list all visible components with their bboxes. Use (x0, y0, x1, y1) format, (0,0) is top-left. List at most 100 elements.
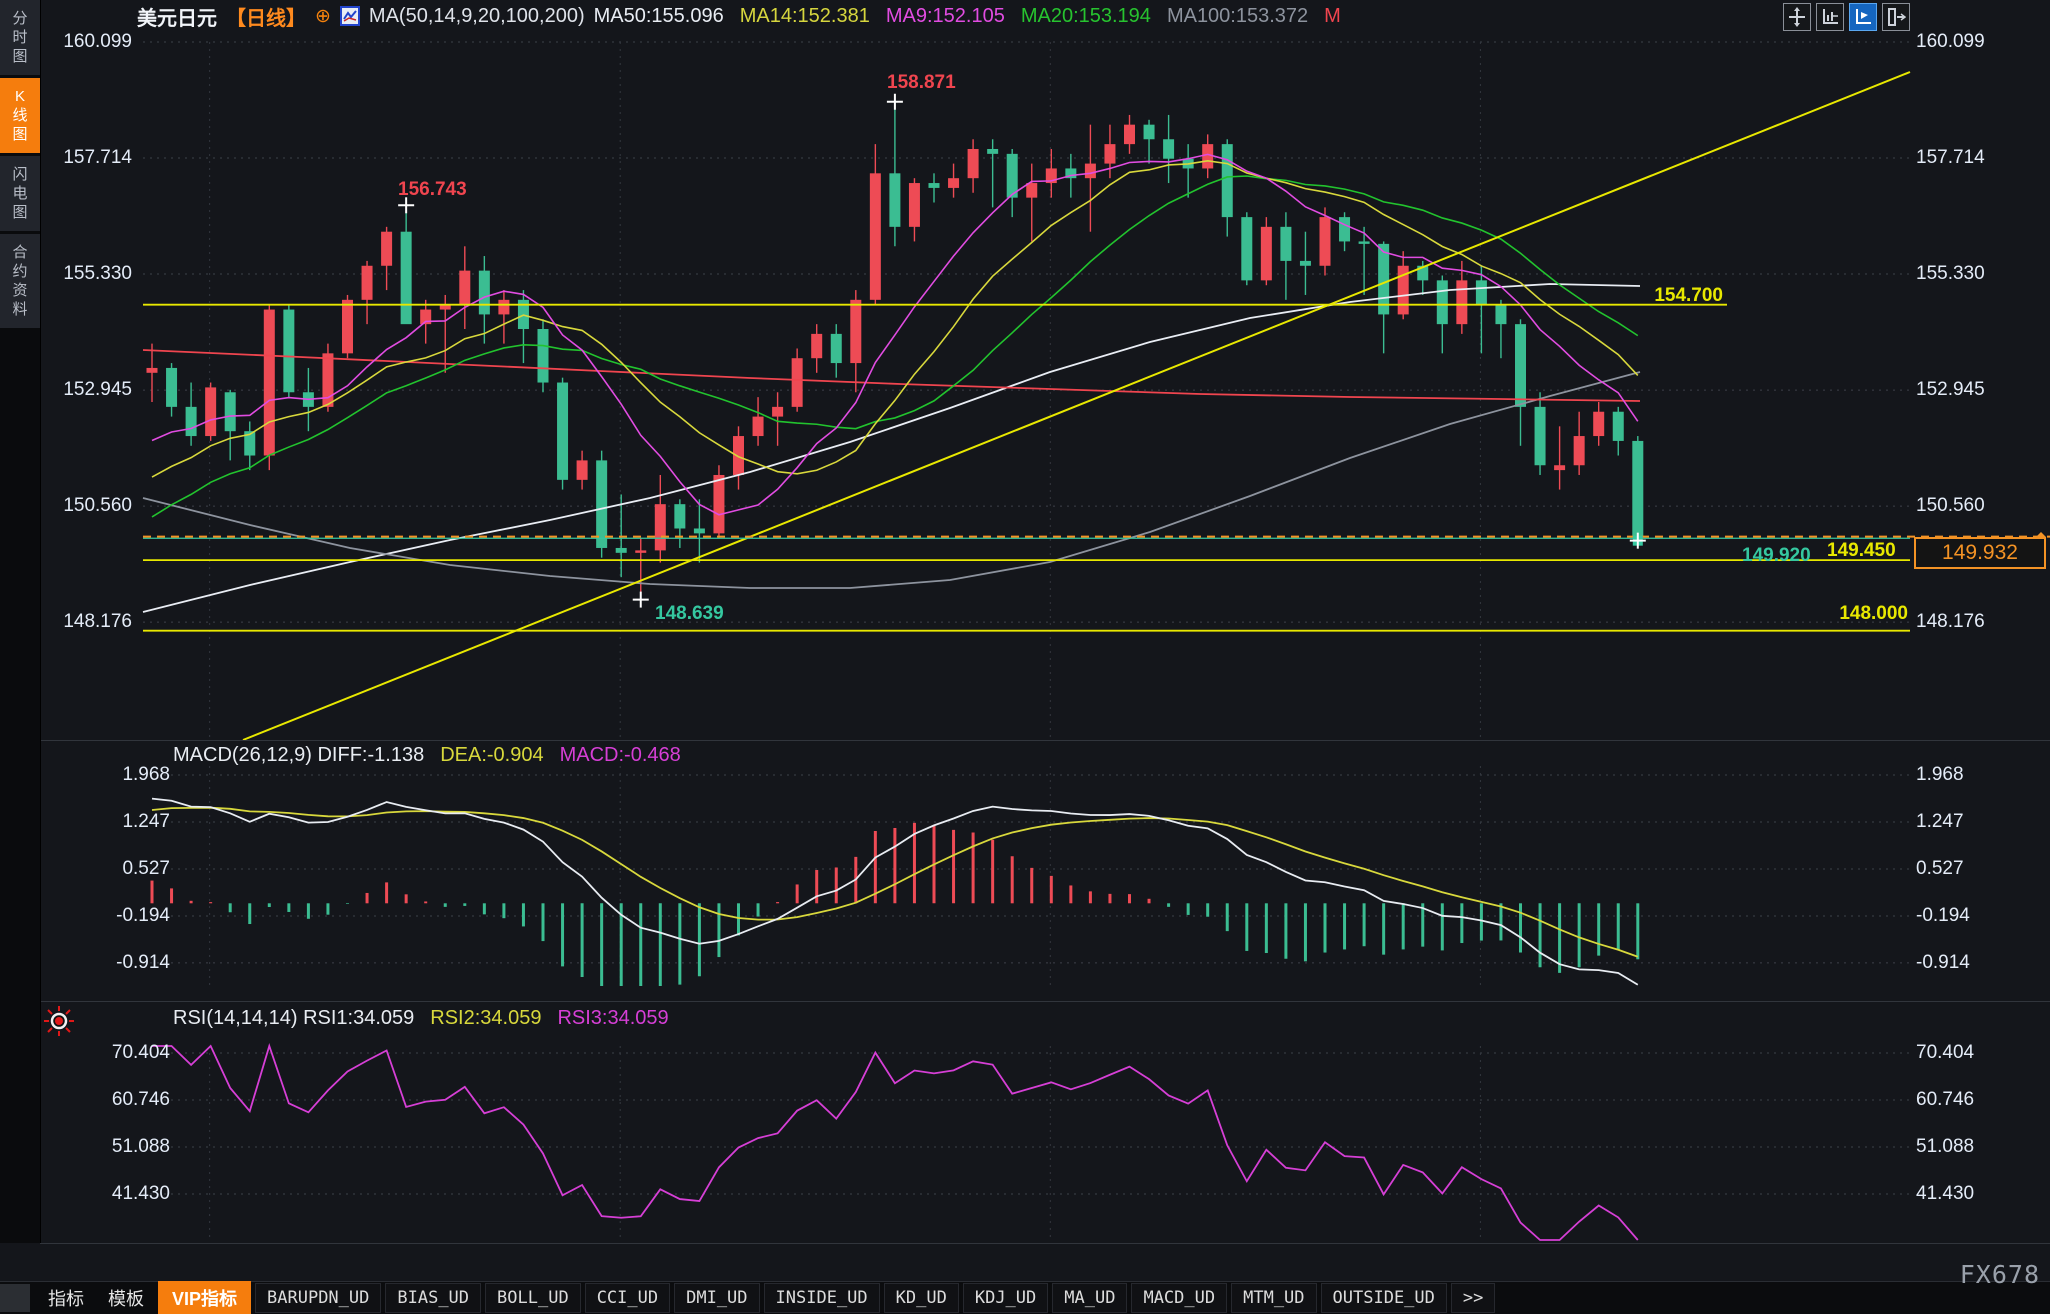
gridlines (143, 41, 1910, 1240)
axis-scale-right-icon[interactable] (1849, 3, 1877, 31)
ma-value-3: MA9:152.105 (885, 4, 1005, 27)
drawn-lines-layer (143, 71, 2050, 741)
macd-axis-left-label: 0.527 (122, 857, 170, 879)
watermark: FX678 (1959, 1260, 2040, 1289)
rsi-axis-right-label: 51.088 (1916, 1135, 1975, 1157)
level-label-resistance: 154.700 (1654, 285, 1723, 306)
swing-low-dec-label: 148.639 (655, 603, 724, 624)
rsi-title: RSI(14,14,14) RSI1:34.059 (173, 1007, 415, 1029)
macd-axis-right-label: 0.527 (1916, 857, 1964, 879)
macd-axis-right-label: 1.968 (1916, 764, 1964, 785)
macd-axis-left-label: 1.968 (122, 764, 170, 785)
macd-title: MACD(26,12,9) DIFF:-1.138 (173, 744, 425, 766)
chart-header: 美元日元 【日线】 ⊕ MA(50,14,9,20,100,200) MA50:… (137, 3, 1341, 30)
indicator-tab->>[interactable]: >> (1450, 1283, 1496, 1313)
indicator-tab-outside_ud[interactable]: OUTSIDE_UD (1320, 1283, 1447, 1313)
swing-high-nov-label: 156.743 (398, 179, 467, 200)
rsi-axis-left-label: 51.088 (111, 1135, 170, 1157)
swing-markers (398, 93, 1646, 608)
macd-axis-left-label: -0.194 (116, 904, 170, 926)
tab-bar-corner (0, 1284, 30, 1312)
rsi3-value: RSI3:34.059 (557, 1007, 669, 1029)
ma-values: MA50:155.096 MA14:152.381 MA9:152.105 MA20:… (594, 5, 1341, 28)
level-label-support-yellow: 149.450 (1827, 540, 1896, 561)
indicator-tab-mtm_ud[interactable]: MTM_UD (1231, 1283, 1317, 1313)
axis-right-label: 155.330 (1916, 263, 1985, 285)
rsi-axis-left-label: 41.430 (111, 1182, 170, 1204)
rsi-axis-left-label: 70.404 (111, 1042, 170, 1063)
axis-right-label: 152.945 (1916, 379, 1985, 401)
long-ma-layer (142, 153, 1641, 613)
ma-settings-label[interactable]: MA(50,14,9,20,100,200) (368, 4, 585, 27)
rsi-axis-left-label: 60.746 (111, 1088, 170, 1110)
candles-layer (146, 101, 1644, 600)
indicator-tab-inside_ud[interactable]: INSIDE_UD (763, 1283, 880, 1313)
axis-right-label: 160.099 (1916, 31, 1985, 52)
period-tag[interactable]: 【日线】 (226, 7, 306, 30)
panel-collapse-icon[interactable] (1882, 3, 1910, 31)
indicator-tab-指标[interactable]: 指标 (48, 1289, 84, 1309)
time-axis: 日线 ▲ 2024/112024/122025/012025/02 (0, 1244, 2050, 1280)
indicator-tab-dmi_ud[interactable]: DMI_UD (674, 1283, 760, 1313)
last-price-box: 149.932 (1914, 532, 2046, 569)
macd-panel-header: MACD(26,12,9) DIFF:-1.138 DEA:-0.904 MAC… (173, 744, 681, 767)
macd-axis-right-label: 1.247 (1916, 811, 1964, 832)
indicator-tab-bias_ud[interactable]: BIAS_UD (385, 1283, 482, 1313)
indicator-tab-barupdn_ud[interactable]: BARUPDN_UD (255, 1283, 382, 1313)
rsi-panel-header: RSI(14,14,14) RSI1:34.059 RSI2:34.059 RS… (173, 1007, 669, 1030)
indicator-tab-kd_ud[interactable]: KD_UD (883, 1283, 959, 1313)
indicator-tab-ma_ud[interactable]: MA_UD (1052, 1283, 1128, 1313)
pan-crosshair-icon[interactable] (1783, 3, 1811, 31)
axis-scale-left-icon[interactable] (1816, 3, 1844, 31)
rsi-axis-right-label: 41.430 (1916, 1182, 1975, 1204)
macd-axis-left-label: -0.914 (116, 951, 170, 973)
ma-value-2: MA14:152.381 (739, 4, 870, 27)
indicator-tab-vip指标[interactable]: VIP指标 (158, 1281, 252, 1314)
rsi2-value: RSI2:34.059 (430, 1007, 542, 1029)
axis-right-label: 150.560 (1916, 495, 1985, 517)
rsi-layer (152, 1043, 1639, 1241)
axis-left-label: 157.714 (63, 147, 132, 169)
symbol-title: 美元日元 (137, 7, 217, 30)
level-label-support-teal: 149.920 (1742, 545, 1811, 566)
axis-left-label: 152.945 (63, 379, 132, 401)
axis-right-label: 157.714 (1916, 147, 1985, 169)
axis-left-label: 155.330 (63, 263, 132, 285)
macd-dea-value: DEA:-0.904 (440, 744, 544, 766)
macd-layer (150, 797, 1640, 986)
ma-value-6: M (1324, 4, 1341, 27)
indicator-tab-kdj_ud[interactable]: KDJ_UD (962, 1283, 1049, 1313)
swing-high-jan-label: 158.871 (887, 72, 956, 93)
axis-left-label: 150.560 (63, 495, 132, 517)
sidebar-item-3[interactable]: 闪电图 (0, 156, 40, 231)
indicator-tab-模板[interactable]: 模板 (108, 1289, 144, 1309)
indicator-tab-cci_ud[interactable]: CCI_UD (584, 1283, 671, 1313)
indicator-tab-boll_ud[interactable]: BOLL_UD (485, 1283, 581, 1313)
macd-macd-value: MACD:-0.468 (559, 744, 681, 766)
axis-left-label: 148.176 (63, 611, 132, 633)
mini-chart-icon[interactable] (339, 6, 360, 26)
indicator-tab-bar: 指标 模板 VIP指标 BARUPDN_UD BIAS_UD BOLL_UD CCI_UD D… (0, 1281, 2050, 1314)
ma-value-5: MA100:153.372 (1166, 4, 1309, 27)
ma-value-1: MA50:155.096 (593, 4, 724, 27)
sidebar-item-1[interactable]: 分时图 (0, 0, 40, 75)
indicator-tab-macd_ud[interactable]: MACD_UD (1131, 1283, 1228, 1313)
axis-right-label: 148.176 (1916, 611, 1985, 633)
alert-radar-icon[interactable] (44, 1006, 74, 1041)
macd-axis-right-label: -0.194 (1916, 904, 1970, 926)
level-label-support-low: 148.000 (1839, 603, 1908, 624)
macd-axis-left-label: 1.247 (122, 811, 170, 832)
macd-axis-right-label: -0.914 (1916, 951, 1970, 973)
axis-left-label: 160.099 (63, 31, 132, 52)
target-icon[interactable]: ⊕ (315, 5, 331, 27)
ma-value-4: MA20:153.194 (1020, 4, 1151, 27)
chart-toolbar (1783, 3, 1910, 31)
rsi-axis-right-label: 60.746 (1916, 1088, 1975, 1110)
panel-separators (40, 740, 2050, 1244)
rsi-axis-right-label: 70.404 (1916, 1042, 1975, 1063)
sidebar-item-4[interactable]: 合约资料 (0, 234, 40, 328)
